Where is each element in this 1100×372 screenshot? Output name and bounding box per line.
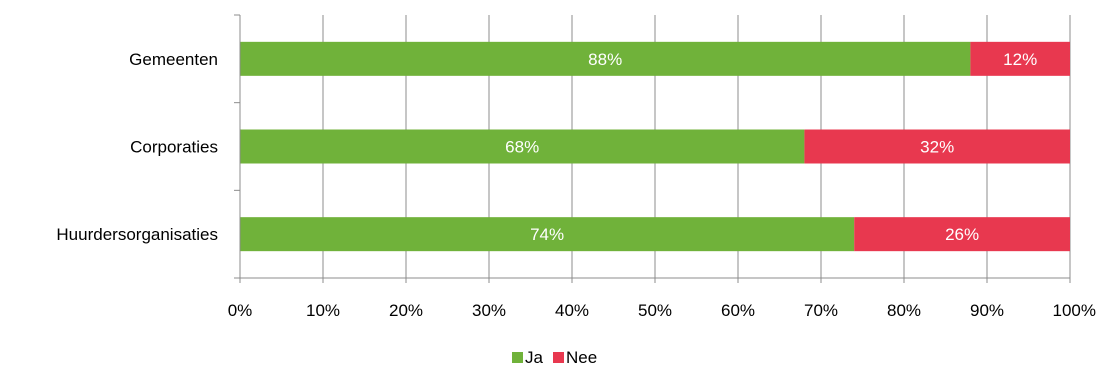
data-label: 26% [945,225,979,244]
legend-swatch-nee [553,352,564,363]
bar-ja-corporaties [240,129,805,164]
data-label: 68% [505,138,539,157]
legend-label: Nee [566,348,597,367]
category-label: Corporaties [130,138,218,157]
bar-ja-huurdersorganisaties [240,217,855,252]
data-label: 74% [530,225,564,244]
bar-ja-gemeenten [240,41,971,76]
data-label: 88% [588,50,622,69]
x-tick-label: 50% [638,301,672,320]
x-tick-label: 80% [887,301,921,320]
x-tick-label: 40% [555,301,589,320]
legend-swatch-ja [512,352,523,363]
x-tick-label: 70% [804,301,838,320]
x-tick-label: 0% [228,301,253,320]
x-tick-label: 60% [721,301,755,320]
x-tick-label: 100% [1053,301,1096,320]
data-label: 32% [920,138,954,157]
category-label: Huurdersorganisaties [56,225,218,244]
x-tick-label: 90% [970,301,1004,320]
x-tick-label: 20% [389,301,423,320]
data-label: 12% [1003,50,1037,69]
x-tick-label: 30% [472,301,506,320]
bar-nee-gemeenten [970,41,1070,76]
bar-nee-huurdersorganisaties [854,217,1070,252]
legend-label: Ja [525,348,544,367]
bar-nee-corporaties [804,129,1070,164]
x-tick-label: 10% [306,301,340,320]
category-label: Gemeenten [129,50,218,69]
